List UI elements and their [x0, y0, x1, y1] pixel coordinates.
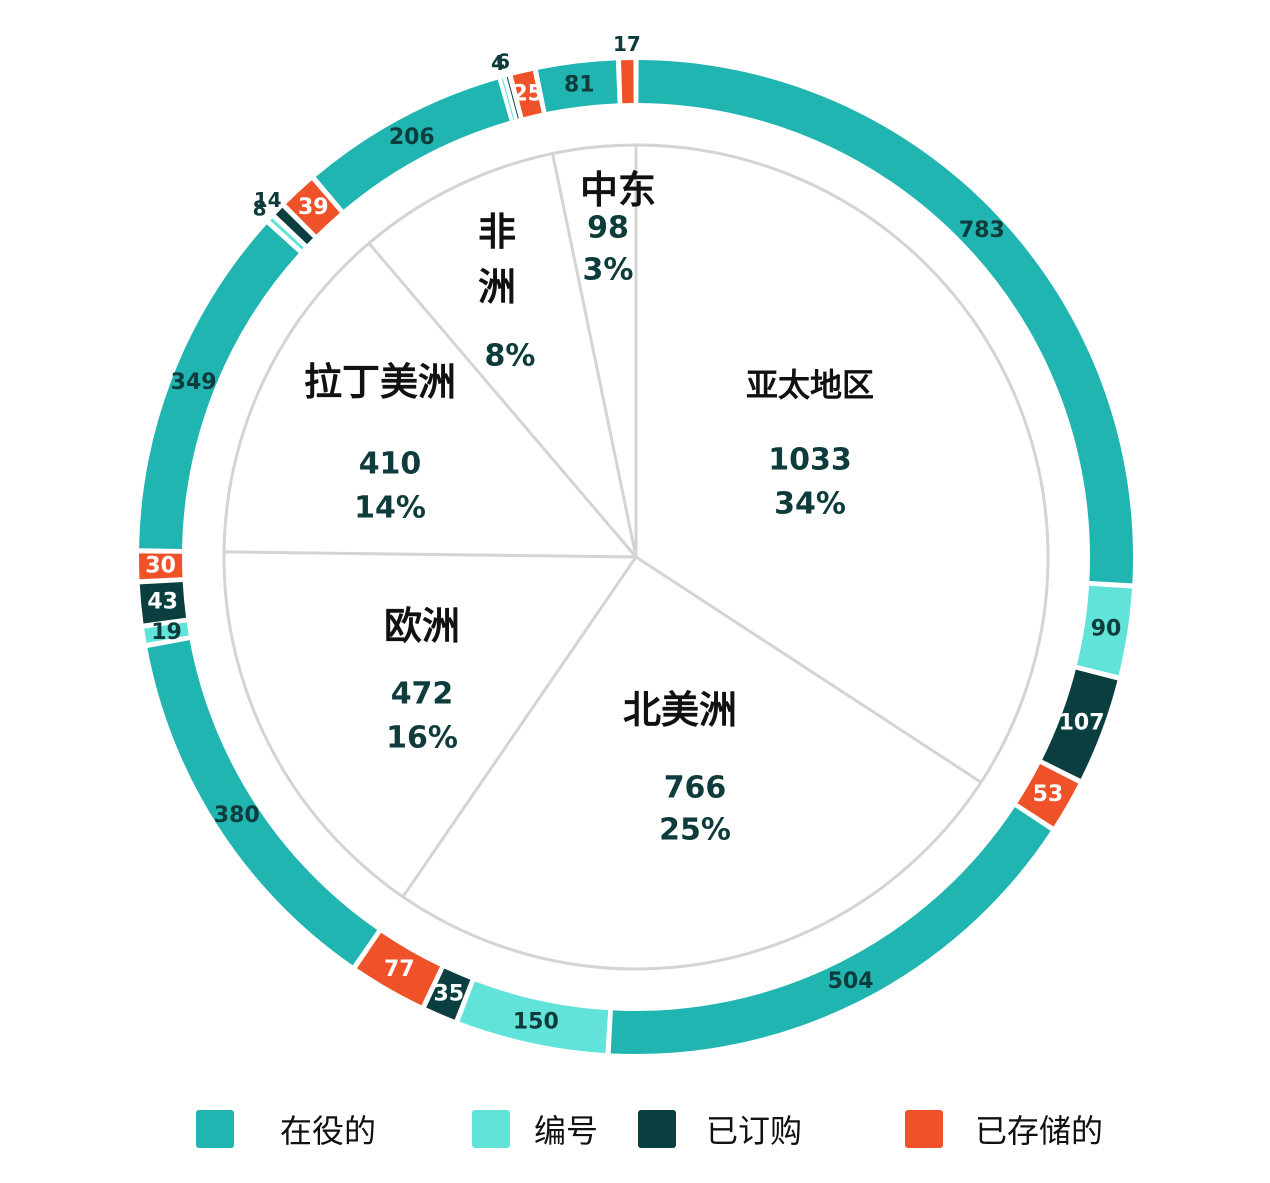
legend-item-active: 在役的 — [196, 1106, 376, 1152]
pie-divider-5 — [551, 153, 638, 558]
ring-segment-0 — [638, 60, 1133, 584]
legend-swatch-active — [196, 1110, 234, 1148]
region-name-3: 拉丁美洲 — [304, 360, 456, 404]
ring-segment-15 — [286, 180, 340, 235]
region-value-3: 410 — [359, 447, 422, 482]
ring-label-5: 150 — [513, 1009, 559, 1034]
ring-label-15: 39 — [298, 195, 329, 220]
ring-label-12: 349 — [171, 370, 217, 395]
ring-label-20: 81 — [564, 72, 595, 97]
ring-segment-14 — [275, 207, 313, 245]
ring-segment-19 — [512, 70, 542, 118]
legend-swatch-stored — [905, 1110, 943, 1148]
ring-segment-3 — [1017, 763, 1079, 827]
ring-segment-4 — [610, 807, 1051, 1054]
ring-label-17: 4 — [491, 51, 505, 75]
legend-item-ordered: 已订购 — [638, 1106, 802, 1152]
pie-divider-3 — [224, 550, 637, 559]
ring-label-10: 43 — [147, 589, 178, 614]
ring-label-9: 19 — [151, 620, 182, 645]
region-name-africa-char-1: 洲 — [478, 265, 516, 309]
region-percent-2: 16% — [386, 721, 458, 756]
ring-label-2: 107 — [1059, 711, 1105, 736]
legend-label-stored: 已存储的 — [975, 1112, 1104, 1150]
ring-label-8: 380 — [214, 803, 260, 828]
ring-label-21: 17 — [613, 32, 641, 56]
ring-segment-13 — [270, 218, 304, 250]
ring-label-16: 206 — [389, 125, 435, 150]
legend-label-numbered: 编号 — [534, 1112, 599, 1150]
ring-segment-11 — [139, 553, 183, 580]
region-percent-0: 34% — [774, 487, 846, 522]
ring-label-6: 35 — [433, 982, 464, 1007]
legend-label-ordered: 已订购 — [706, 1112, 803, 1150]
ring-segment-17 — [501, 78, 515, 120]
ring-segment-9 — [144, 622, 189, 643]
region-percent-1: 25% — [659, 813, 731, 848]
pie-divider-4 — [367, 242, 638, 558]
ring-segment-8 — [147, 640, 378, 966]
ring-segment-2 — [1042, 669, 1118, 779]
ring-label-19: 25 — [512, 82, 543, 107]
ring-segment-16 — [315, 79, 510, 210]
region-value-0: 1033 — [768, 443, 852, 478]
region-value-1: 766 — [664, 771, 727, 806]
ring-segment-21 — [621, 60, 634, 104]
ring-segment-10 — [139, 582, 187, 624]
ring-segment-18 — [506, 76, 519, 119]
ring-label-3: 53 — [1033, 782, 1064, 807]
region-percent-3: 14% — [354, 491, 426, 526]
region-name-africa-char-0: 非 — [478, 210, 516, 254]
region-name-0: 亚太地区 — [746, 366, 874, 404]
ring-label-13: 8 — [253, 196, 267, 220]
ring-label-11: 30 — [145, 553, 176, 578]
ring-segment-5 — [459, 981, 609, 1054]
ring-segment-6 — [426, 968, 471, 1020]
region-value-5: 98 — [587, 211, 629, 246]
ring-label-18: 6 — [496, 50, 510, 74]
legend-item-stored: 已存储的 — [905, 1106, 1103, 1152]
legend-swatch-numbered — [472, 1110, 510, 1148]
region-name-2: 欧洲 — [384, 604, 460, 648]
ring-label-4: 504 — [828, 969, 874, 994]
ring-segment-12 — [139, 224, 299, 549]
pie-divider-1 — [635, 555, 982, 784]
pie-divider-2 — [401, 556, 638, 898]
region-name-1: 北美洲 — [623, 688, 737, 732]
ring-segment-20 — [537, 60, 618, 112]
region-percent-5: 3% — [583, 253, 634, 288]
ring-segment-1 — [1076, 585, 1132, 676]
ring-label-7: 77 — [384, 957, 415, 982]
legend: 在役的 编号 已订购 已存储的 — [0, 1100, 1270, 1160]
legend-label-active: 在役的 — [280, 1112, 377, 1150]
region-value-2: 472 — [391, 677, 454, 712]
legend-swatch-ordered — [638, 1110, 676, 1148]
legend-item-numbered: 编号 — [472, 1106, 598, 1152]
ring-segment-7 — [357, 932, 441, 1006]
ring-label-0: 783 — [959, 218, 1005, 243]
ring-label-14: 14 — [254, 188, 282, 212]
region-name-5: 中东 — [580, 168, 656, 212]
ring-label-1: 90 — [1091, 616, 1122, 641]
region-percent-4: 8% — [485, 339, 536, 374]
